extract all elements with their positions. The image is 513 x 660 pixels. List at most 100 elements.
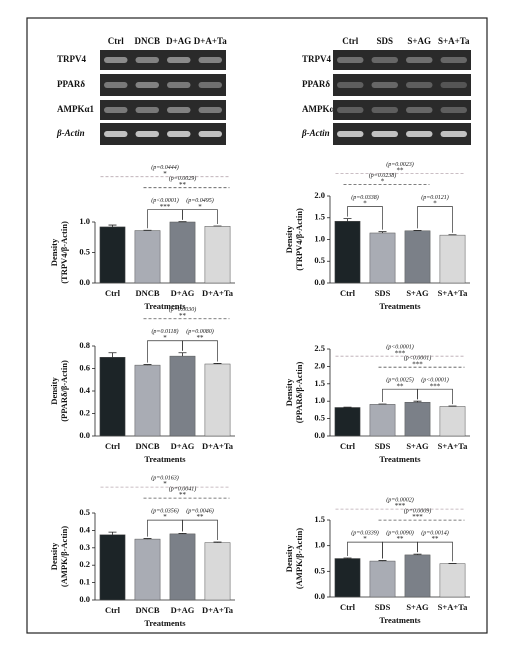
y-tick-label: 1.0 (79, 216, 90, 226)
bar (334, 220, 361, 284)
error-bar (378, 560, 387, 562)
bar (204, 226, 231, 284)
error-bar (178, 352, 187, 357)
bar (334, 407, 361, 437)
blot-image (333, 100, 471, 120)
blot-band (337, 57, 364, 63)
blot-band (104, 131, 128, 137)
blot-band (337, 107, 364, 113)
y-axis-label: Density (284, 225, 294, 253)
p-value: (p=0.0163) (151, 475, 179, 482)
y-tick-label: 1.0 (314, 540, 325, 550)
blot-band (135, 57, 159, 63)
y-tick-label: 0.1 (79, 577, 90, 587)
significance-stars: ** (397, 382, 405, 390)
p-value: (p=0.0090) (386, 530, 414, 537)
blot-image (333, 123, 471, 145)
x-tick-label: S+A+Ta (438, 602, 468, 612)
bar (99, 357, 126, 437)
p-value: (p=0.0338) (351, 194, 379, 201)
p-value: (p=0.0023) (386, 161, 414, 168)
x-tick-label: SDS (375, 288, 391, 298)
y-tick-label: 1.5 (314, 212, 325, 222)
y-tick-label: 1.0 (314, 233, 325, 243)
y-axis-label: (AMPK/β-Actin) (59, 526, 69, 587)
y-axis-label: Density (284, 544, 294, 572)
x-tick-label: Ctrl (340, 288, 356, 298)
y-axis-label: Density (284, 378, 294, 406)
blot-band (371, 107, 398, 113)
blot-band (371, 131, 398, 137)
x-tick-label: Ctrl (105, 288, 121, 298)
significance-stars: ** (432, 535, 440, 543)
y-axis-label: (AMPK/β-Actin) (294, 528, 304, 589)
y-tick-label: 0.5 (79, 507, 90, 517)
blot-row-label: β-Actin (56, 128, 85, 138)
x-tick-label: D+AG (171, 441, 195, 451)
x-tick-label: S+AG (406, 441, 429, 451)
p-value: (p=0.0030) (169, 306, 197, 313)
blot-column-label: DNCB (134, 36, 160, 46)
blot-band (440, 82, 467, 88)
error-bar (178, 532, 187, 534)
x-tick-label: S+A+Ta (438, 441, 468, 451)
significance-stars: * (433, 200, 437, 208)
blot-band (104, 82, 128, 88)
significance-stars: * (381, 178, 385, 186)
y-axis-label: (PPARδ/β-Actin) (59, 360, 69, 422)
blot-row-label: PPARδ (302, 79, 330, 89)
x-tick-label: SDS (375, 441, 391, 451)
p-value: (p<0.0001) (421, 377, 449, 384)
significance-stars: *** (160, 203, 171, 211)
blot-column-label: D+A+Ta (194, 36, 227, 46)
error-bar (143, 538, 152, 540)
significance-bracket (347, 206, 383, 230)
significance-stars: *** (395, 502, 406, 510)
significance-stars: * (163, 480, 167, 488)
x-tick-label: D+A+Ta (202, 288, 234, 298)
bar (134, 364, 161, 437)
blot-column-label: Ctrl (108, 36, 124, 46)
blot-image (100, 74, 226, 96)
p-value: (p=0.0009) (404, 508, 432, 515)
bar (204, 363, 231, 437)
blot-column-label: S+AG (407, 36, 431, 46)
x-axis-label: Treatments (144, 618, 186, 628)
blot-band (198, 131, 222, 137)
significance-stars: * (163, 334, 167, 342)
y-tick-label: 0.0 (79, 594, 90, 604)
error-bar (108, 224, 117, 227)
error-bar (108, 352, 117, 358)
y-tick-label: 0.4 (79, 524, 90, 534)
bar (404, 554, 431, 598)
x-tick-label: Ctrl (105, 441, 121, 451)
blot-band (198, 107, 222, 113)
blot-band (406, 57, 433, 63)
error-bar (343, 557, 352, 559)
blot-band (440, 107, 467, 113)
bar (369, 232, 396, 284)
x-tick-label: S+A+Ta (438, 288, 468, 298)
blot-image (333, 74, 471, 96)
x-axis-label: Treatments (144, 454, 186, 464)
bar (204, 542, 231, 601)
blot-band (167, 107, 191, 113)
significance-stars: *** (412, 513, 423, 521)
significance-stars: ** (179, 491, 187, 499)
blot-band (406, 107, 433, 113)
y-tick-label: 0.2 (79, 559, 90, 569)
x-tick-label: SDS (375, 602, 391, 612)
significance-bracket (382, 388, 418, 402)
x-tick-label: DNCB (135, 288, 159, 298)
bar (99, 226, 126, 284)
blot-row-label: AMPKα1 (57, 104, 95, 114)
bar (439, 563, 466, 598)
bar (439, 234, 466, 284)
bar (134, 538, 161, 601)
blot-image (100, 50, 226, 70)
significance-stars: ** (397, 535, 405, 543)
significance-stars: ** (397, 167, 405, 175)
frame (26, 17, 488, 634)
bar (439, 406, 466, 437)
y-tick-label: 0.5 (314, 255, 325, 265)
